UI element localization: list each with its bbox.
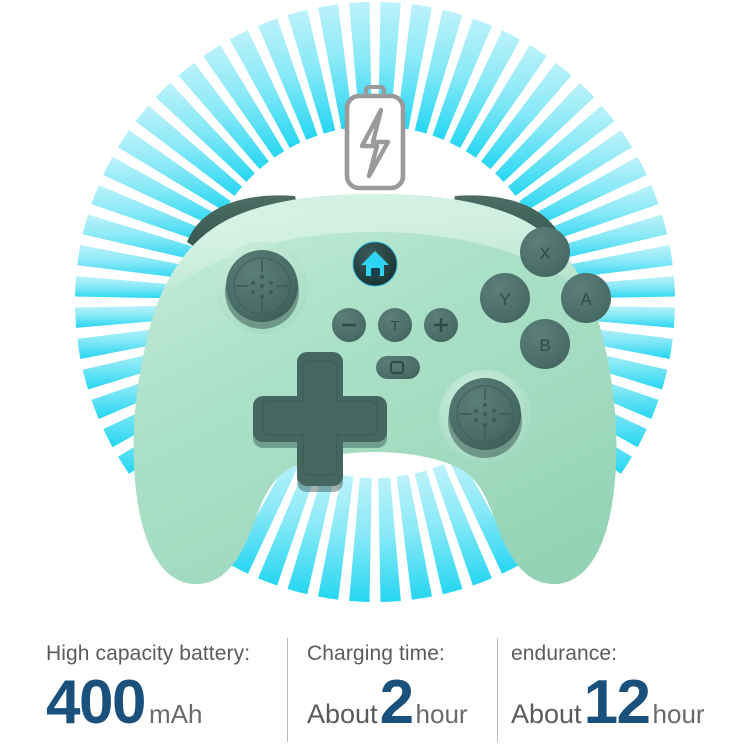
capture-button-pad — [376, 356, 420, 379]
right-stick-texture — [473, 402, 497, 428]
button-a-label: A — [580, 290, 592, 309]
home-icon-door — [371, 268, 380, 276]
burst-spoke — [414, 9, 463, 134]
left-analog-stick[interactable] — [216, 242, 308, 334]
burst-spoke — [396, 474, 432, 600]
burst-spoke — [82, 214, 207, 263]
spec-value-capacity: 400 mAh — [46, 672, 287, 734]
dpad-cross — [253, 352, 387, 486]
spec-value-charging: About 2 hour — [307, 672, 497, 734]
button-a[interactable] — [561, 273, 611, 323]
dpad[interactable] — [253, 352, 387, 492]
burst-spoke — [481, 62, 572, 170]
spec-column-charging: Charging time: About 2 hour — [287, 626, 497, 750]
burst-spoke — [258, 464, 318, 586]
burst-spoke — [229, 30, 301, 148]
spec-divider-2 — [497, 638, 498, 742]
spec-unit-capacity: mAh — [148, 699, 203, 729]
spec-column-capacity: High capacity battery: 400 mAh — [0, 626, 287, 750]
burst-spoke — [318, 474, 354, 600]
burst-spoke — [529, 156, 647, 228]
burst-spoke — [229, 456, 301, 574]
home-button-glow — [352, 241, 398, 287]
burst-spoke — [178, 62, 269, 170]
button-y-label: Y — [499, 290, 510, 309]
burst-spoke — [103, 156, 221, 228]
button-turbo-label: T — [390, 318, 399, 335]
spec-divider-1 — [287, 638, 288, 742]
button-x[interactable] — [520, 227, 570, 277]
button-y[interactable] — [480, 273, 530, 323]
burst-spoke — [135, 105, 243, 196]
burst-spoke — [432, 464, 492, 586]
burst-spoke — [349, 477, 372, 602]
spec-label-capacity: High capacity battery: — [46, 642, 251, 665]
left-stick-inner-ring — [233, 257, 291, 315]
burst-spoke — [77, 245, 203, 281]
burst-spoke — [155, 82, 255, 182]
spec-unit-charging: hour — [415, 699, 468, 729]
button-turbo[interactable] — [378, 308, 412, 342]
spec-prefix-charging: About — [307, 699, 378, 729]
spec-strip: High capacity battery: 400 mAh Charging … — [0, 626, 750, 750]
burst-spoke — [117, 130, 231, 212]
left-stick-texture — [250, 274, 274, 300]
spec-prefix-endurance: About — [511, 699, 582, 729]
burst-spoke — [287, 470, 336, 595]
dpad-bevel — [262, 360, 378, 476]
left-stick-cross — [236, 260, 288, 312]
spec-number-charging: 2 — [379, 668, 414, 737]
burst-spoke — [507, 105, 615, 196]
burst-spoke — [519, 130, 633, 212]
lightning-bolt-icon — [359, 107, 391, 179]
spec-number-capacity: 400 — [46, 668, 146, 737]
burst-spoke — [91, 185, 213, 245]
system-buttons[interactable]: T — [332, 308, 458, 342]
button-b-label: B — [539, 336, 550, 355]
spec-unit-endurance: hour — [652, 699, 705, 729]
right-analog-stick[interactable] — [439, 370, 531, 462]
spec-number-endurance: 12 — [583, 668, 651, 737]
burst-spoke — [258, 18, 318, 140]
burst-spoke — [449, 456, 521, 574]
burst-spoke — [414, 470, 463, 595]
burst-spoke — [543, 214, 668, 263]
home-icon — [361, 251, 389, 276]
button-b[interactable] — [520, 319, 570, 369]
spec-value-endurance: About 12 hour — [511, 672, 750, 734]
right-stick-inner-ring — [456, 385, 514, 443]
button-x-label: X — [539, 244, 550, 263]
burst-spoke — [449, 30, 521, 148]
spec-label-endurance: endurance: — [511, 642, 618, 665]
burst-spoke — [203, 44, 285, 158]
spec-column-endurance: endurance: About 12 hour — [497, 626, 750, 750]
game-controller: T — [133, 194, 617, 585]
burst-spoke — [547, 245, 673, 281]
burst-spoke — [396, 4, 432, 130]
burst-spoke — [537, 185, 659, 245]
burst-spoke — [287, 9, 336, 134]
home-button[interactable] — [352, 241, 398, 287]
spec-label-charging: Charging time: — [307, 642, 445, 665]
burst-spoke — [318, 4, 354, 130]
capture-icon — [389, 360, 405, 375]
body-highlight — [161, 194, 589, 296]
right-stick-cross — [459, 388, 511, 440]
battery-charging-icon — [344, 85, 406, 191]
hero-image: T — [75, 2, 675, 602]
face-buttons[interactable]: X Y A B — [480, 227, 611, 369]
button-capture[interactable] — [376, 356, 420, 379]
burst-spoke — [432, 18, 492, 140]
burst-spoke — [495, 82, 595, 182]
burst-spoke — [378, 477, 401, 602]
plus-icon — [434, 318, 448, 332]
burst-spoke — [465, 44, 547, 158]
